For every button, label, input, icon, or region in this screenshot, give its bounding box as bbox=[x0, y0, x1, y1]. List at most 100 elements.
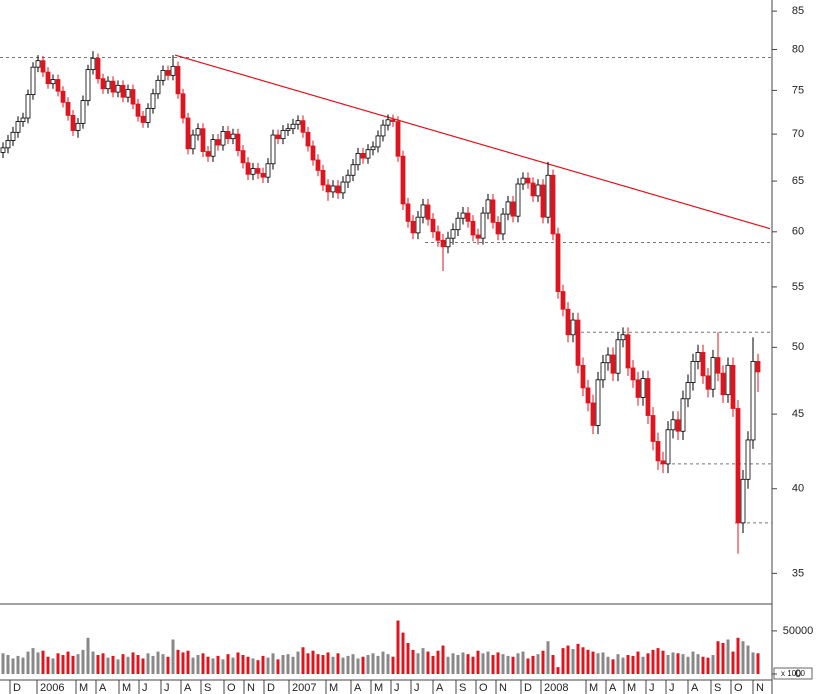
volume-bar bbox=[706, 657, 710, 674]
volume-bar bbox=[496, 652, 500, 674]
x-tick-label: N bbox=[756, 682, 764, 694]
volume-bar bbox=[356, 658, 360, 674]
candle-body bbox=[655, 441, 661, 462]
candle-body bbox=[580, 364, 586, 389]
volume-bar bbox=[711, 655, 715, 674]
candle-body bbox=[425, 204, 431, 220]
volume-bar bbox=[446, 656, 450, 674]
volume-bar bbox=[271, 653, 275, 674]
candle-body bbox=[610, 354, 616, 374]
candle-body bbox=[400, 155, 406, 205]
candle-body bbox=[435, 231, 441, 241]
volume-bar bbox=[596, 653, 600, 674]
volume-bar bbox=[121, 654, 125, 674]
x-tick-label: J bbox=[142, 682, 148, 694]
candle-body bbox=[455, 217, 461, 231]
candle-body bbox=[85, 69, 91, 102]
candle-body bbox=[540, 184, 546, 218]
candle-body bbox=[115, 84, 121, 93]
candle-body bbox=[225, 131, 231, 140]
candle-body bbox=[145, 107, 151, 123]
candle-body bbox=[510, 201, 516, 217]
volume-bar bbox=[206, 656, 210, 674]
volume-bar bbox=[376, 655, 380, 674]
volume-bar bbox=[481, 653, 485, 674]
candle-body bbox=[590, 402, 596, 426]
volume-bar bbox=[141, 658, 145, 674]
candle-body bbox=[735, 408, 741, 524]
volume-bar bbox=[521, 651, 525, 674]
volume-bar bbox=[296, 651, 300, 674]
x-tick-label: A bbox=[99, 682, 107, 694]
candle-body bbox=[75, 122, 81, 131]
volume-bar bbox=[561, 648, 565, 674]
volume-bar bbox=[251, 658, 255, 674]
y-tick-label: 60 bbox=[792, 226, 804, 238]
volume-bar bbox=[686, 656, 690, 674]
x-tick-label: M bbox=[122, 682, 131, 694]
volume-bar bbox=[746, 645, 750, 674]
candle-body bbox=[45, 71, 51, 85]
candle-body bbox=[120, 84, 126, 98]
x-tick-label: J bbox=[414, 682, 420, 694]
candle-body bbox=[405, 203, 411, 222]
candle-body bbox=[600, 362, 606, 381]
volume-bar bbox=[336, 653, 340, 674]
volume-bar bbox=[581, 647, 585, 674]
candle-body bbox=[545, 174, 551, 218]
volume-bar bbox=[111, 655, 115, 674]
volume-bar bbox=[346, 655, 350, 674]
volume-bar bbox=[126, 656, 130, 674]
candle-body bbox=[575, 319, 581, 366]
volume-bar bbox=[381, 651, 385, 674]
candle-body bbox=[570, 319, 576, 336]
volume-bar bbox=[201, 653, 205, 674]
volume-bar bbox=[1, 653, 5, 674]
volume-bar bbox=[131, 652, 135, 674]
candle-body bbox=[310, 145, 316, 161]
y-tick-label: 70 bbox=[792, 128, 804, 140]
x-tick-label: S bbox=[459, 682, 466, 694]
volume-bar bbox=[676, 653, 680, 674]
x-tick-label: A bbox=[436, 682, 444, 694]
y-tick-label: 40 bbox=[792, 483, 804, 495]
candle-body bbox=[395, 121, 401, 157]
volume-bar bbox=[606, 656, 610, 674]
x-tick-label: O bbox=[734, 682, 743, 694]
volume-bar bbox=[31, 648, 35, 674]
candle-body bbox=[675, 419, 681, 432]
candle-body bbox=[325, 184, 331, 193]
volume-bar bbox=[261, 655, 265, 674]
candle-body bbox=[670, 419, 676, 431]
volume-bar bbox=[501, 654, 505, 674]
candle-body bbox=[305, 131, 311, 147]
candle-body bbox=[245, 162, 251, 175]
candle-body bbox=[265, 163, 271, 178]
candle-body bbox=[15, 121, 21, 133]
candle-body bbox=[415, 216, 421, 234]
candle-body bbox=[480, 212, 486, 239]
volume-bar bbox=[231, 657, 235, 674]
volume-bar bbox=[421, 648, 425, 674]
candle-body bbox=[250, 168, 256, 175]
volume-bar bbox=[71, 655, 75, 674]
volume-unit: x 1000 bbox=[781, 669, 806, 678]
candle-body bbox=[275, 134, 281, 140]
volume-bar bbox=[361, 656, 365, 674]
volume-bar bbox=[366, 655, 370, 674]
candle-body bbox=[385, 119, 391, 126]
volume-bar bbox=[566, 645, 570, 674]
volume-bar bbox=[91, 651, 95, 674]
candle-body bbox=[420, 204, 426, 218]
volume-bar bbox=[441, 645, 445, 674]
volume-bar bbox=[491, 655, 495, 674]
y-tick-label: 35 bbox=[792, 567, 804, 579]
x-tick-label: S bbox=[204, 682, 211, 694]
y-tick-label: 65 bbox=[792, 175, 804, 187]
candle-body bbox=[235, 133, 241, 152]
volume-bar bbox=[176, 649, 180, 674]
volume-bar bbox=[196, 655, 200, 674]
volume-bar bbox=[591, 651, 595, 674]
volume-bar bbox=[211, 658, 215, 674]
